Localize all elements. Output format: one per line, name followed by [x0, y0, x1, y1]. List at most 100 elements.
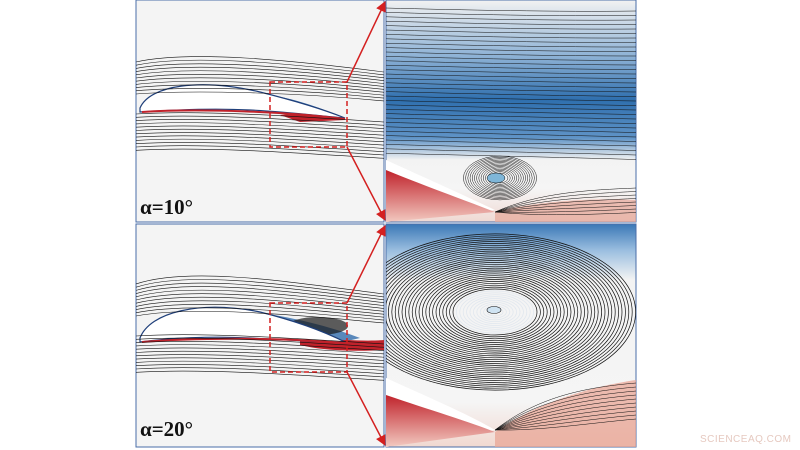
streamline — [463, 155, 537, 201]
streamline — [494, 390, 636, 431]
streamline — [386, 56, 636, 61]
streamline — [136, 88, 384, 99]
streamline — [425, 273, 565, 351]
wake-zoom — [495, 199, 636, 222]
streamlines-top-right — [386, 7, 636, 222]
streamline — [386, 152, 636, 160]
streamline — [494, 191, 636, 213]
streamline — [486, 306, 502, 314]
streamline — [394, 256, 596, 368]
streamline — [386, 243, 619, 381]
streamline — [136, 344, 384, 355]
streamline — [136, 296, 384, 312]
streamline — [136, 115, 384, 126]
streamline — [386, 25, 636, 30]
streamline — [136, 279, 384, 298]
streamline — [136, 334, 384, 345]
streamline — [386, 86, 636, 93]
streamline — [456, 290, 534, 334]
streamline — [494, 414, 636, 431]
streamline — [386, 69, 636, 75]
streamlines-top-left — [136, 56, 384, 159]
streamline — [422, 271, 568, 353]
streamline — [386, 42, 636, 48]
streamline — [136, 311, 384, 324]
streamline — [480, 166, 520, 190]
zoom-box — [269, 81, 348, 148]
streamline — [466, 296, 524, 328]
streamline — [386, 91, 636, 97]
streamline — [388, 252, 602, 372]
streamline — [386, 16, 636, 21]
streamline — [459, 292, 531, 332]
streamline — [386, 246, 613, 378]
streamline — [136, 300, 384, 315]
streamline — [136, 63, 384, 79]
streamline — [391, 254, 599, 370]
streamline — [386, 130, 636, 138]
streamline — [401, 260, 589, 364]
streamline — [386, 235, 633, 389]
streamline — [494, 382, 636, 431]
streamline — [386, 241, 623, 383]
airfoil-lower — [141, 109, 346, 120]
streamline — [136, 119, 384, 129]
streamline — [386, 250, 606, 374]
angle-label: α=10° — [140, 195, 193, 219]
streamline — [136, 56, 384, 73]
streamline — [479, 303, 511, 321]
streamline — [469, 159, 531, 197]
streamline — [136, 282, 384, 301]
pressure-region — [300, 339, 384, 351]
streamline — [386, 122, 636, 129]
streamline — [411, 265, 579, 359]
streamline — [386, 148, 636, 156]
streamline — [476, 301, 514, 323]
streamline — [136, 337, 384, 348]
streamline — [136, 293, 384, 309]
streamline — [494, 211, 636, 215]
streamline — [494, 398, 636, 431]
streamline — [386, 139, 636, 147]
streamline — [483, 305, 507, 319]
streamline — [476, 163, 524, 193]
streamline — [386, 51, 636, 57]
streamline — [386, 135, 636, 142]
streamline — [494, 208, 636, 213]
streamline — [136, 125, 384, 136]
streamline — [398, 258, 592, 366]
streamline — [465, 157, 535, 199]
streamline — [386, 237, 630, 387]
streamline — [136, 347, 384, 358]
streamline — [467, 158, 533, 198]
airfoil-lower — [141, 337, 346, 344]
streamline — [136, 138, 384, 149]
streamline — [386, 82, 636, 88]
streamline — [471, 161, 529, 195]
streamline — [136, 122, 384, 133]
streamline — [386, 144, 636, 151]
zoom-arrow — [346, 1, 386, 83]
streamline — [428, 275, 562, 349]
streamline — [474, 162, 526, 194]
streamline — [415, 267, 575, 357]
streamline — [442, 282, 548, 342]
streamline — [136, 354, 384, 365]
streamline — [418, 269, 572, 355]
streamline — [136, 341, 384, 351]
streamline — [136, 289, 384, 306]
streamline — [386, 78, 636, 84]
streamline — [494, 198, 636, 213]
zoom-arrow — [346, 371, 386, 446]
streamline — [486, 172, 506, 184]
streamline — [386, 60, 636, 66]
angle-label: α=20° — [140, 417, 193, 441]
streamline — [432, 277, 558, 347]
streamline — [136, 370, 384, 381]
streamline — [386, 47, 636, 52]
zoom-arrow — [346, 146, 386, 221]
streamline — [136, 74, 384, 87]
streamline — [452, 288, 538, 336]
streamline — [136, 275, 384, 295]
